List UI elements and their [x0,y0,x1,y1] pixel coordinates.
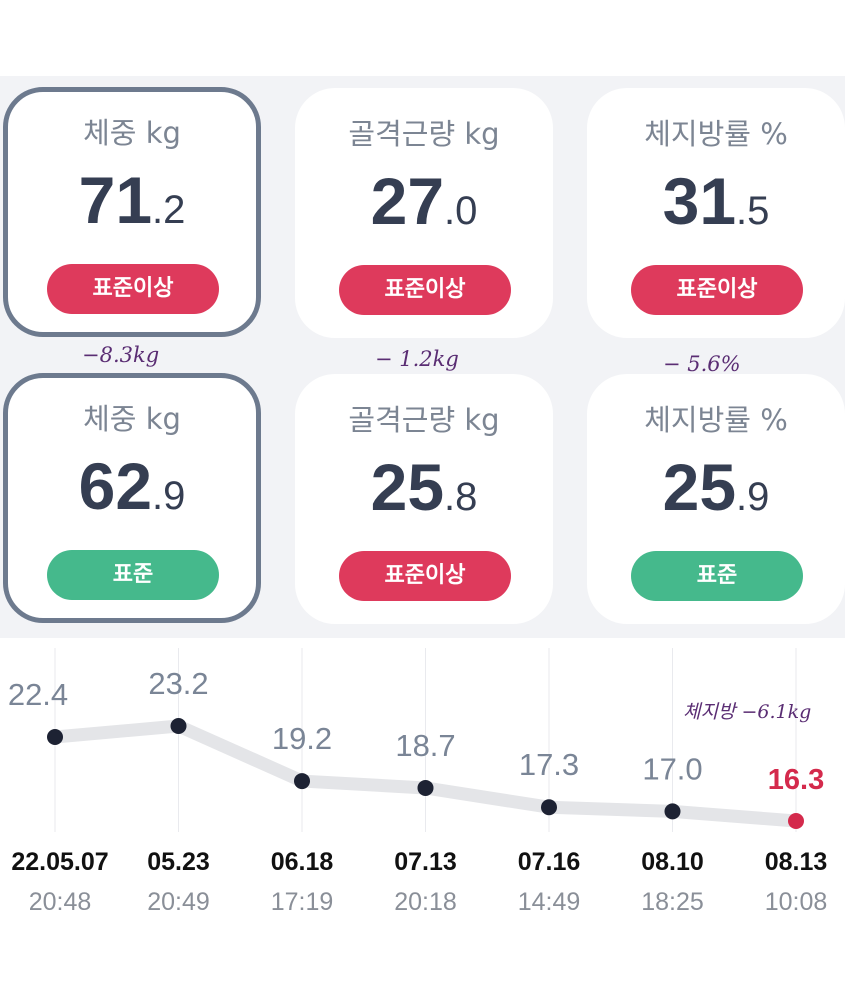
weight-value: 62.9 [78,449,186,523]
fat-mass-diff-note: 체지방 −6.1kg [683,701,812,723]
data-label: 22.4 [8,677,68,712]
muscle-diff-note: − 1.2kg [375,347,459,371]
weight-label: 체중 kg [83,402,181,436]
x-tick-date: 22.05.07 [11,848,108,876]
weight-value: 71.2 [78,163,186,237]
x-tick-time: 14:49 [518,888,581,916]
x-tick-date: 06.18 [271,848,334,876]
data-label: 23.2 [148,666,208,701]
x-tick-date: 07.13 [394,848,457,876]
status-badge: 표준이상 [339,265,511,315]
x-tick-time: 17:19 [271,888,334,916]
muscle-value: 27.0 [370,164,478,238]
data-label: 17.0 [642,751,702,786]
fat-label: 체지방률 % [644,117,788,151]
muscle-value: 25.8 [370,450,478,524]
status-badge: 표준이상 [339,551,511,601]
status-badge: 표준이상 [631,265,803,315]
fat-mass-trend-chart: 22.4 22.05.07 20:48 23.2 05.23 20:49 19.2 06.18… [8,648,827,916]
data-label: 19.2 [272,721,332,756]
data-point[interactable] [294,773,310,790]
data-point[interactable] [47,729,63,746]
data-point[interactable] [170,718,187,734]
fat-card-before[interactable]: 체지방률 % 31.5 표준이상 [587,88,845,338]
x-tick-date: 08.10 [641,848,704,876]
x-tick-time: 20:18 [394,888,457,916]
x-tick-time: 20:48 [29,888,92,916]
x-tick-date: 07.16 [518,848,581,876]
x-tick-time: 18:25 [641,888,704,916]
axis-labels: 22.4 22.05.07 20:48 23.2 05.23 20:49 19.2 06.18… [8,666,827,916]
data-point[interactable] [664,803,681,820]
weight-label: 체중 kg [83,116,181,150]
muscle-label: 골격근량 kg [348,403,500,437]
weight-card-before[interactable]: 체중 kg 71.2 표준이상 [3,87,261,337]
weight-card-after[interactable]: 체중 kg 62.9 표준 [3,373,261,623]
data-label: 17.3 [519,747,579,782]
data-points [47,718,804,829]
x-tick-time: 20:49 [147,888,210,916]
x-tick-date: 08.13 [765,848,828,876]
fat-value: 31.5 [662,164,770,238]
data-point[interactable] [541,799,557,816]
data-label: 16.3 [768,764,824,796]
status-badge: 표준이상 [47,264,219,314]
x-tick-time: 10:08 [765,888,828,916]
fat-card-after[interactable]: 체지방률 % 25.9 표준 [587,374,845,624]
status-badge: 표준 [47,550,219,600]
muscle-card-after[interactable]: 골격근량 kg 25.8 표준이상 [295,374,553,624]
x-tick-date: 05.23 [147,848,210,876]
muscle-card-before[interactable]: 골격근량 kg 27.0 표준이상 [295,88,553,338]
muscle-label: 골격근량 kg [348,117,500,151]
data-label: 18.7 [395,728,455,763]
status-badge: 표준 [631,551,803,601]
weight-diff-note: −8.3kg [82,343,160,367]
data-point[interactable] [417,779,434,796]
fat-label: 체지방률 % [644,403,788,437]
data-point[interactable] [788,813,804,829]
fat-diff-note: − 5.6% [663,352,741,376]
chart-gridlines [54,648,797,832]
fat-value: 25.9 [662,450,770,524]
